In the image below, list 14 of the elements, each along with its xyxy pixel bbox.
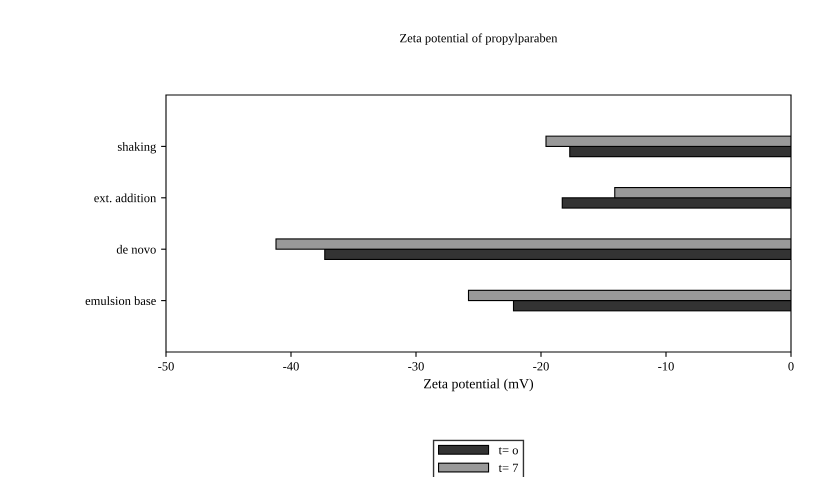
x-tick-label: -40 (283, 362, 299, 371)
chart-title: Zeta potential of propylparaben (400, 33, 558, 45)
x-axis-title: Zeta potential (mV) (424, 378, 534, 392)
y-tick-label: ext. addition (94, 193, 156, 202)
y-tick-label: de novo (116, 244, 156, 254)
x-tick-label: -50 (158, 362, 174, 371)
x-tick-label: 0 (788, 362, 794, 371)
y-tick-label: shaking (118, 142, 156, 154)
legend-label: t= o (498, 447, 518, 454)
x-tick-label: -30 (408, 362, 424, 371)
legend-label: t= 7 (498, 464, 518, 472)
y-tick-label: emulsion base (86, 296, 156, 306)
x-tick-label: -10 (658, 362, 674, 371)
x-tick-label: -20 (533, 362, 549, 371)
